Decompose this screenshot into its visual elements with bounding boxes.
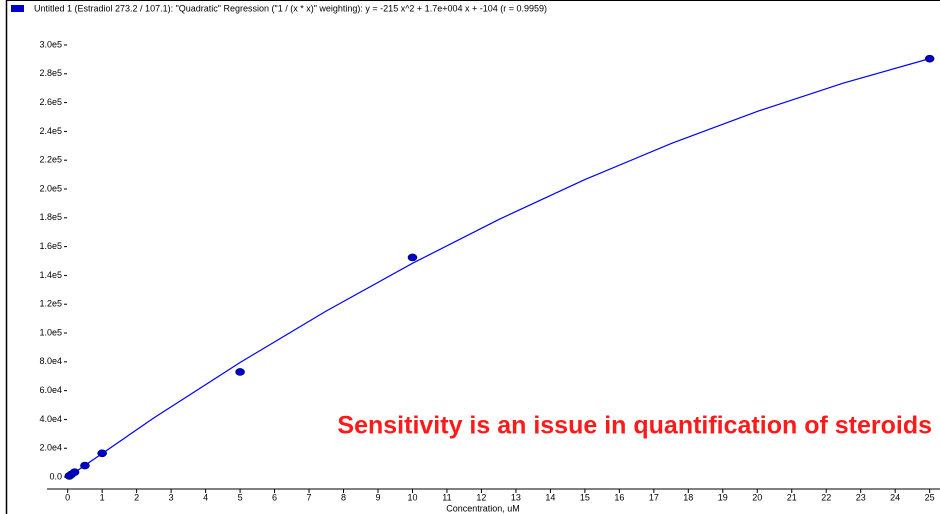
x-tick-label: 21 (787, 492, 797, 502)
x-tick-label: 25 (925, 492, 935, 502)
x-tick-label: 22 (821, 492, 831, 502)
x-tick-label: 8 (341, 492, 346, 502)
y-tick-label: 8.0e4 (39, 356, 62, 366)
x-tick-label: 20 (752, 492, 762, 502)
x-tick-label: 19 (718, 492, 728, 502)
y-tick-label: 1.8e5 (39, 212, 62, 222)
y-tick-label: 1.2e5 (39, 299, 62, 309)
y-tick-label: 2.8e5 (39, 68, 62, 78)
x-tick-label: 1 (100, 492, 105, 502)
x-tick-label: 4 (203, 492, 208, 502)
x-tick-label: 6 (272, 492, 277, 502)
x-tick-label: 14 (545, 492, 555, 502)
data-point (97, 449, 107, 458)
y-tick-label: 4.0e4 (39, 414, 62, 424)
x-tick-label: 0 (65, 492, 70, 502)
x-tick-label: 17 (649, 492, 659, 502)
fit-curve (67, 58, 930, 478)
x-tick-label: 16 (614, 492, 624, 502)
x-tick-label: 10 (407, 492, 417, 502)
y-tick-label: 2.0e5 (39, 183, 62, 193)
y-tick-label: 2.2e5 (39, 155, 62, 165)
x-tick-label: 5 (238, 492, 243, 502)
x-tick-label: 11 (442, 492, 451, 502)
x-tick-label: 18 (683, 492, 693, 502)
legend-swatch (11, 5, 24, 12)
y-tick-label: 1.4e5 (39, 270, 62, 280)
x-tick-label: 3 (169, 492, 174, 502)
x-tick-label: 12 (476, 492, 486, 502)
data-point (235, 368, 245, 376)
y-tick-label: 2.4e5 (39, 126, 62, 136)
annotation: Sensitivity is an issue in quantificatio… (337, 412, 932, 440)
x-tick-label: 13 (511, 492, 521, 502)
data-point (407, 253, 418, 262)
data-point (69, 468, 80, 476)
data-point (924, 54, 935, 63)
x-tick-label: 23 (856, 492, 866, 502)
y-tick-label: 2.6e5 (39, 97, 62, 107)
y-tick-label: 6.0e4 (39, 385, 62, 395)
chart-title: Untitled 1 (Estradiol 273.2 / 107.1): "Q… (34, 3, 547, 13)
y-tick-label: 1.0e5 (39, 327, 62, 337)
y-tick-label: 1.6e5 (39, 241, 62, 251)
x-tick-label: 24 (890, 492, 900, 502)
x-tick-label: 15 (580, 492, 590, 502)
data-point (80, 461, 90, 470)
y-tick-label: 2.0e4 (39, 443, 62, 453)
y-tick-label: 3.0e5 (39, 39, 62, 49)
x-tick-label: 9 (375, 492, 380, 502)
x-tick-label: 2 (134, 492, 139, 502)
y-tick-label: 0.0 (49, 471, 62, 481)
x-tick-label: 7 (307, 492, 312, 502)
x-axis-label: Concentration, uM (446, 503, 520, 513)
